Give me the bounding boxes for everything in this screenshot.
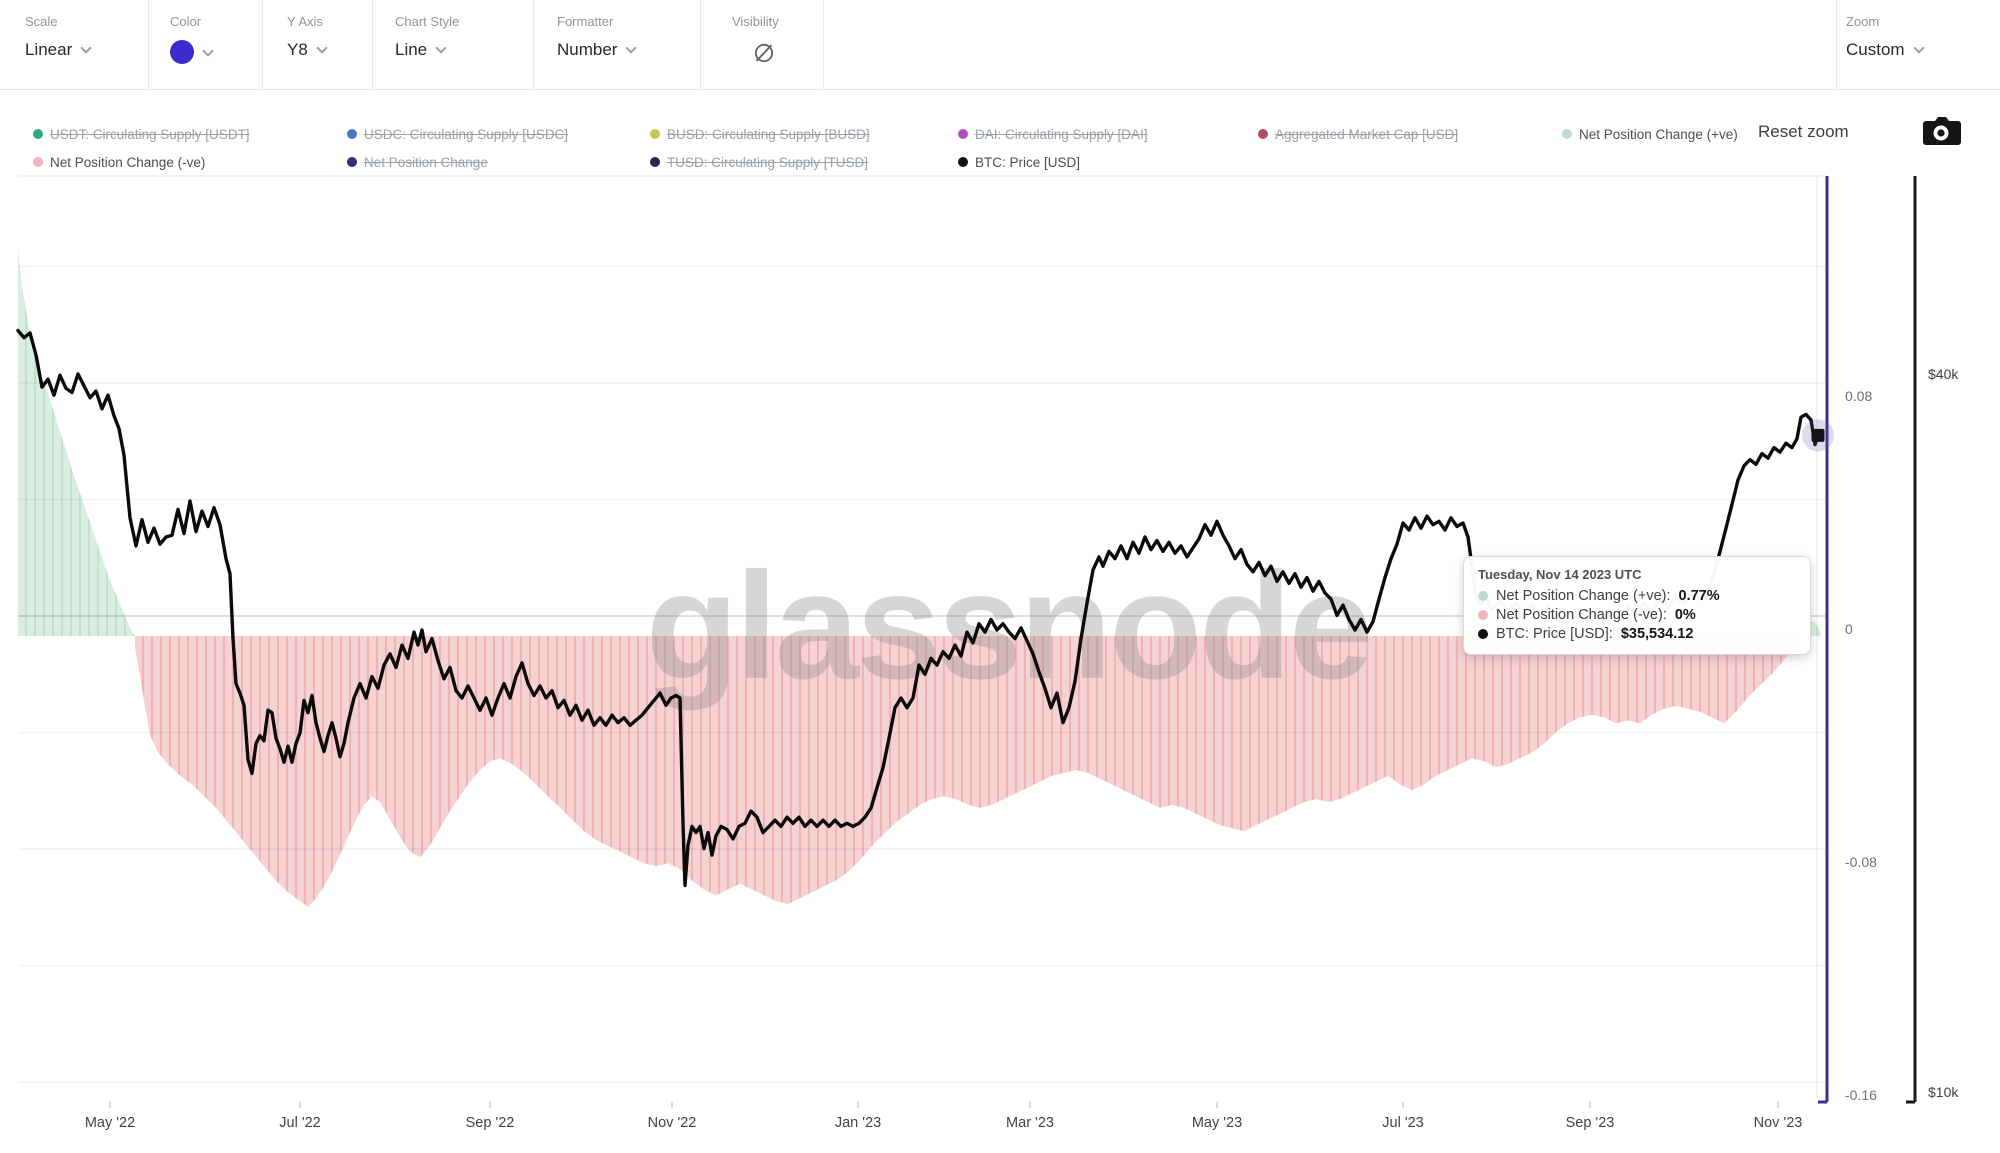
y-axis-label: Y Axis — [287, 14, 323, 29]
legend-item[interactable]: BTC: Price [USD] — [958, 152, 1080, 172]
scale-dropdown[interactable]: Linear — [25, 40, 92, 60]
legend-label: BUSD: Circulating Supply [BUSD] — [667, 126, 870, 142]
chart-style-label: Chart Style — [395, 14, 460, 29]
btc-price-line — [16, 328, 1820, 888]
legend-label: Aggregated Market Cap [USD] — [1275, 126, 1459, 142]
axis-ticks — [109, 1100, 1915, 1108]
legend-label: Net Position Change (-ve) — [50, 154, 206, 170]
visibility-label: Visibility — [732, 14, 779, 29]
color-label: Color — [170, 14, 202, 29]
legend-dot — [1562, 129, 1572, 139]
toolbar-separator — [823, 0, 824, 90]
price-axis-tick-label: $40k — [1928, 366, 1959, 382]
legend-dot — [650, 129, 660, 139]
tooltip-row: BTC: Price [USD]: $35,534.12 — [1478, 626, 1796, 642]
net-position-change-negative-area — [135, 636, 1803, 907]
legend-label: USDT: Circulating Supply [USDT] — [50, 126, 250, 142]
legend-item[interactable]: USDT: Circulating Supply [USDT] — [33, 124, 250, 144]
formatter-label: Formatter — [557, 14, 614, 29]
x-axis-tick-label: Mar '23 — [1006, 1115, 1054, 1131]
reset-zoom-button[interactable]: Reset zoom — [1748, 118, 1859, 146]
tooltip-value: 0% — [1674, 607, 1696, 623]
x-axis-tick-label: Sep '23 — [1566, 1115, 1615, 1131]
visibility-toggle[interactable] — [751, 40, 777, 71]
legend-dot — [650, 157, 660, 167]
x-axis-tick-label: May '23 — [1192, 1115, 1242, 1131]
toolbar-separator — [372, 0, 373, 90]
tooltip-value: 0.77% — [1678, 588, 1720, 604]
btc-series-dot — [1478, 629, 1488, 639]
negative-series-dot — [1478, 610, 1488, 620]
legend-item[interactable]: Net Position Change (-ve) — [33, 152, 205, 172]
tooltip-label: Net Position Change (+ve): — [1496, 588, 1671, 604]
legend-dot — [958, 129, 968, 139]
tooltip-row: Net Position Change (-ve): 0% — [1478, 607, 1796, 623]
toolbar-separator — [700, 0, 701, 90]
legend-item[interactable]: DAI: Circulating Supply [DAI] — [958, 124, 1148, 144]
legend-label: BTC: Price [USD] — [975, 154, 1081, 170]
x-axis-tick-label: Nov '22 — [648, 1115, 697, 1131]
y8-axis-labels: 0.08 0 -0.08 -0.16 — [1845, 388, 1877, 1103]
y-axis-dropdown[interactable]: Y8 — [287, 40, 328, 60]
legend-label: Net Position Change — [364, 154, 488, 170]
price-axis-tick-label: $10k — [1928, 1084, 1959, 1100]
eye-off-icon — [754, 43, 774, 63]
legend-dot — [1258, 129, 1268, 139]
chart-tooltip: Tuesday, Nov 14 2023 UTC Net Position Ch… — [1463, 556, 1811, 655]
tooltip-value: $35,534.12 — [1620, 626, 1694, 642]
y8-axis-tick-label: -0.08 — [1845, 854, 1877, 870]
chart-style-dropdown[interactable]: Line — [395, 40, 447, 60]
legend-label: DAI: Circulating Supply [DAI] — [975, 126, 1148, 142]
legend-item[interactable]: Aggregated Market Cap [USD] — [1258, 124, 1458, 144]
tooltip-row: Net Position Change (+ve): 0.77% — [1478, 588, 1796, 604]
toolbar-separator — [533, 0, 534, 90]
camera-icon — [1923, 117, 1961, 145]
legend-item[interactable]: USDC: Circulating Supply [USDC] — [347, 124, 568, 144]
legend-item[interactable]: Net Position Change (+ve) — [1562, 124, 1744, 144]
legend-dot — [347, 157, 357, 167]
legend-dot — [33, 129, 43, 139]
zoom-dropdown[interactable]: Custom — [1846, 40, 1925, 60]
x-axis-tick-label: Sep '22 — [466, 1115, 515, 1131]
y8-axis-tick-label: -0.16 — [1845, 1087, 1877, 1103]
positive-series-dot — [1478, 591, 1488, 601]
toolbar-separator — [1836, 0, 1837, 90]
legend-dot — [958, 157, 968, 167]
legend-dot — [347, 129, 357, 139]
hover-marker — [1811, 428, 1825, 442]
zoom-label: Zoom — [1846, 14, 1880, 29]
chart-toolbar: Scale Linear Color Y Axis Y8 Chart Style… — [0, 0, 2000, 90]
toolbar-separator — [262, 0, 263, 90]
x-axis-tick-label: Nov '23 — [1754, 1115, 1803, 1131]
legend-dot — [33, 157, 43, 167]
y8-axis-tick-label: 0 — [1845, 621, 1853, 637]
legend-item[interactable]: TUSD: Circulating Supply [TUSD] — [650, 152, 868, 172]
x-axis-tick-label: Jul '23 — [1382, 1115, 1423, 1131]
tooltip-date: Tuesday, Nov 14 2023 UTC — [1478, 567, 1642, 582]
legend-item[interactable]: Net Position Change — [347, 152, 488, 172]
legend-label: TUSD: Circulating Supply [TUSD] — [667, 154, 869, 170]
x-axis-labels: May '22 Jul '22 Sep '22 Nov '22 Jan '23 Mar '… — [85, 1115, 1803, 1131]
legend-label: USDC: Circulating Supply [USDC] — [364, 126, 569, 142]
legend-item[interactable]: BUSD: Circulating Supply [BUSD] — [650, 124, 870, 144]
series-legend: USDT: Circulating Supply [USDT] USDC: Cir… — [0, 112, 2000, 178]
color-dropdown[interactable] — [170, 40, 214, 64]
series-color-swatch — [170, 40, 194, 64]
toolbar-separator — [148, 0, 149, 90]
x-axis-tick-label: May '22 — [85, 1115, 135, 1131]
legend-label: Net Position Change (+ve) — [1579, 126, 1738, 142]
net-position-change-positive-area — [18, 248, 135, 636]
tooltip-label: Net Position Change (-ve): — [1496, 607, 1667, 623]
camera-button[interactable] — [1918, 114, 1964, 150]
formatter-dropdown[interactable]: Number — [557, 40, 638, 60]
price-axis-labels: $40k $10k — [1928, 366, 1959, 1100]
y8-axis-tick-label: 0.08 — [1845, 388, 1872, 404]
tooltip-label: BTC: Price [USD]: — [1496, 626, 1613, 642]
scale-label: Scale — [25, 14, 58, 29]
x-axis-tick-label: Jan '23 — [835, 1115, 881, 1131]
x-axis-tick-label: Jul '22 — [279, 1115, 320, 1131]
